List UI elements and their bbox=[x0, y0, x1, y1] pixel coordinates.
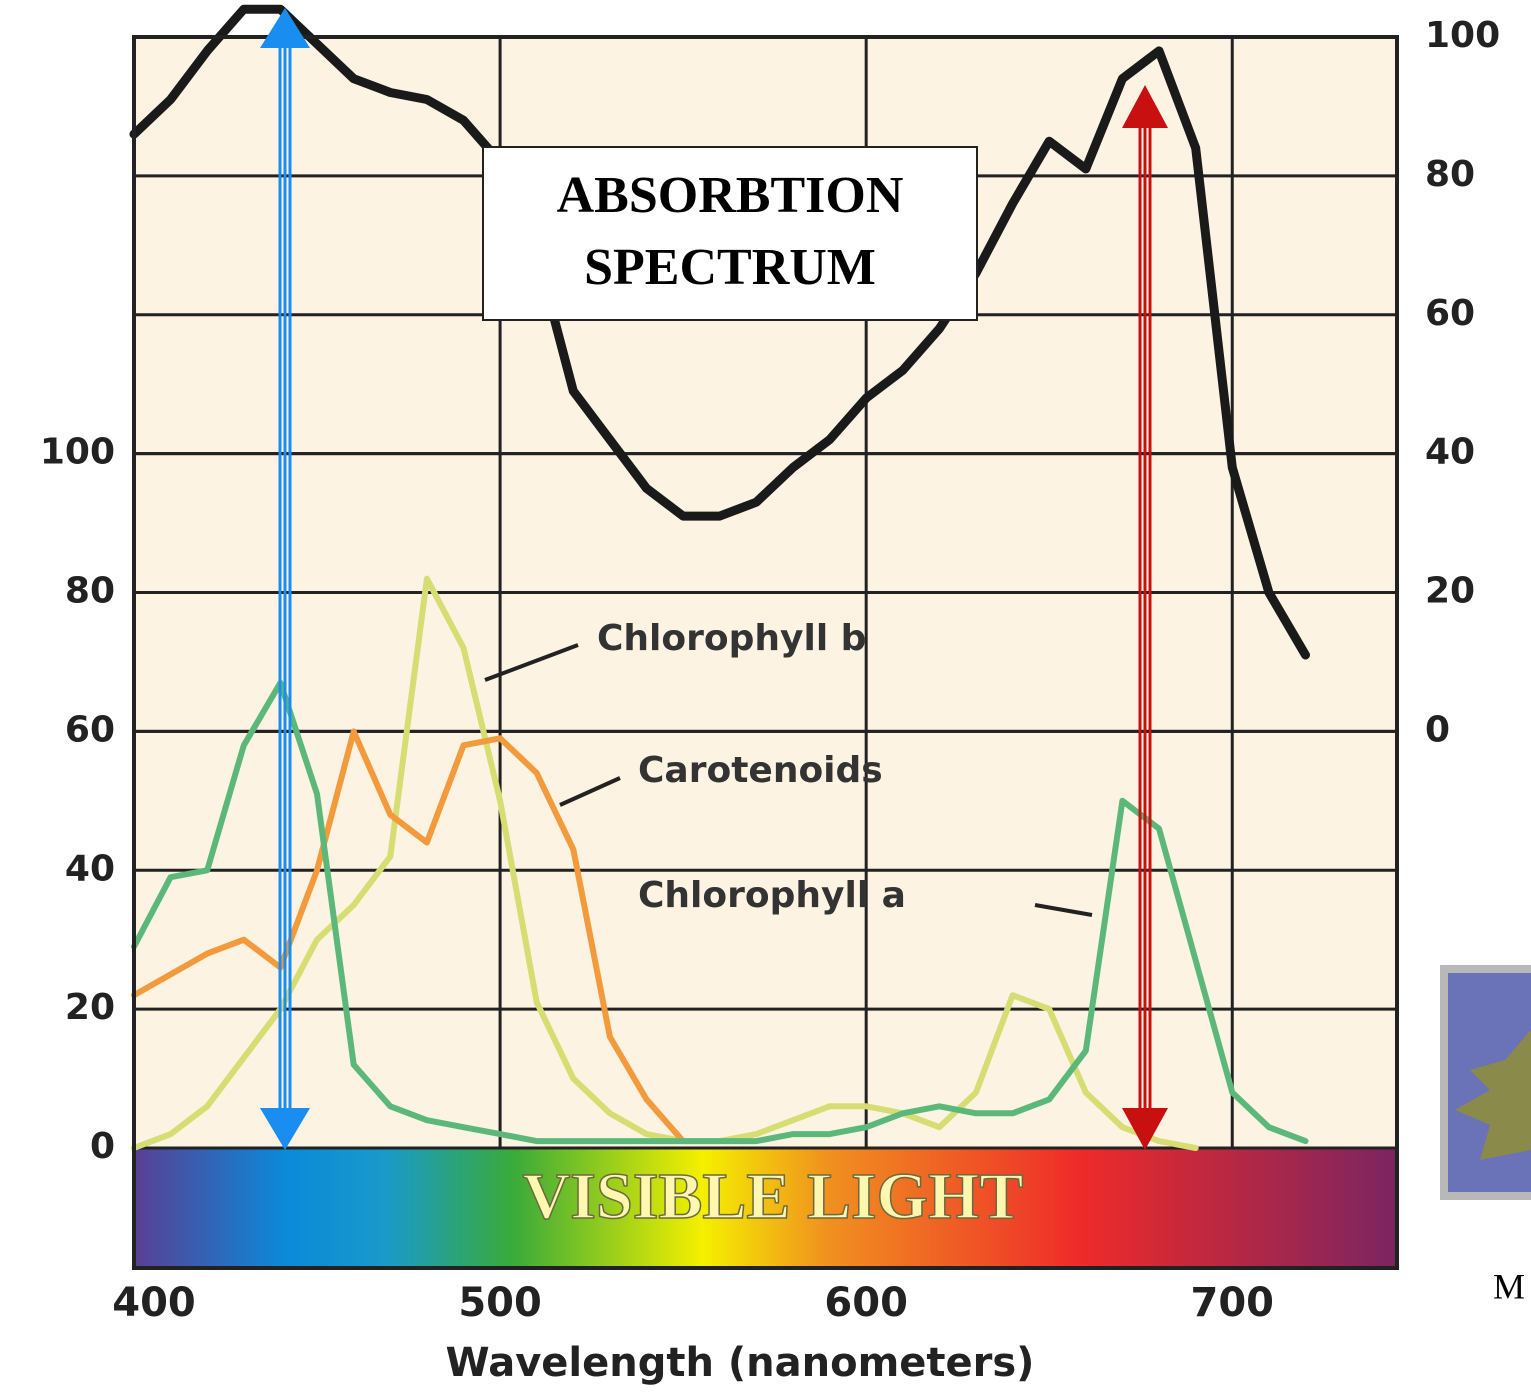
series-line bbox=[131, 728, 687, 1145]
spectrum-bar bbox=[132, 1146, 1399, 1270]
title-line: ABSORBTION bbox=[557, 167, 904, 224]
y2-tick-label: 100 bbox=[1425, 15, 1500, 56]
y2-tick-label: 40 bbox=[1425, 432, 1475, 473]
cut-text: M bbox=[1493, 1266, 1525, 1306]
series-group bbox=[129, 4, 1310, 1151]
y2-tick-label: 20 bbox=[1425, 571, 1475, 612]
plot-frame bbox=[132, 35, 1399, 1270]
series-line bbox=[131, 679, 1309, 1145]
y-tick-label: 20 bbox=[65, 987, 115, 1028]
blue-arrow bbox=[260, 8, 310, 1150]
y-tick-label: 60 bbox=[65, 709, 115, 750]
leader-line bbox=[1034, 903, 1093, 917]
title-box bbox=[482, 146, 978, 321]
x-tick-label: 500 bbox=[458, 1280, 542, 1326]
y2-tick-label: 80 bbox=[1425, 154, 1475, 195]
y-tick-label: 0 bbox=[90, 1126, 115, 1167]
y-tick-label: 80 bbox=[65, 571, 115, 612]
leader-line bbox=[559, 776, 621, 807]
red-arrow bbox=[1122, 85, 1168, 1150]
series-line bbox=[131, 575, 1199, 1151]
x-tick-label: 600 bbox=[824, 1280, 908, 1326]
series-label: Chlorophyll b bbox=[597, 618, 866, 659]
x-axis-label: Wavelength (nanometers) bbox=[446, 1340, 1035, 1386]
series-line bbox=[129, 4, 1310, 660]
y-tick-label: 100 bbox=[40, 432, 115, 473]
x-tick-label: 400 bbox=[112, 1280, 196, 1326]
y-tick-label: 40 bbox=[65, 848, 115, 889]
y2-tick-label: 0 bbox=[1425, 709, 1450, 750]
x-tick-label: 700 bbox=[1191, 1280, 1275, 1326]
visible-light-label: VISIBLE LIGHT bbox=[523, 1160, 1024, 1233]
series-label: Chlorophyll a bbox=[638, 875, 906, 916]
y2-tick-label: 60 bbox=[1425, 293, 1475, 334]
leader-line bbox=[484, 643, 579, 682]
leaf-thumbnail bbox=[1440, 965, 1531, 1200]
title-line: SPECTRUM bbox=[584, 239, 876, 296]
series-label: Carotenoids bbox=[638, 750, 883, 791]
